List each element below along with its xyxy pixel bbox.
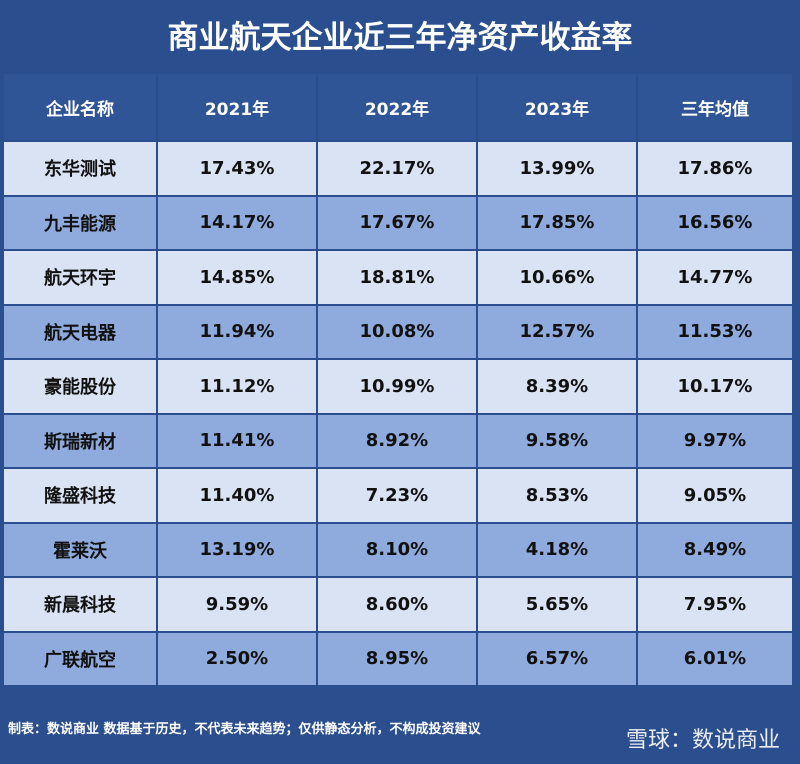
company-name: 航天环宇 bbox=[4, 251, 156, 304]
table-cell: 11.41% bbox=[158, 414, 316, 467]
table-cell: 8.60% bbox=[318, 578, 476, 631]
table-cell: 9.58% bbox=[478, 414, 636, 467]
table-cell: 22.17% bbox=[318, 142, 476, 195]
table-cell: 5.65% bbox=[478, 578, 636, 631]
company-name: 新晨科技 bbox=[4, 578, 156, 631]
table-cell: 16.56% bbox=[638, 196, 792, 249]
table-cell: 10.17% bbox=[638, 360, 792, 413]
table-cell: 14.77% bbox=[638, 251, 792, 304]
table: 企业名称 2021年 2022年 2023年 三年均值 东华测试 17.43% 22.17% 1… bbox=[4, 74, 796, 685]
table-cell: 8.95% bbox=[318, 632, 476, 685]
table-cell: 11.12% bbox=[158, 360, 316, 413]
table-cell: 9.05% bbox=[638, 469, 792, 522]
company-name: 霍莱沃 bbox=[4, 523, 156, 576]
table-cell: 4.18% bbox=[478, 523, 636, 576]
table-cell: 8.49% bbox=[638, 523, 792, 576]
table-cell: 7.95% bbox=[638, 578, 792, 631]
table-cell: 11.53% bbox=[638, 305, 792, 358]
table-cell: 17.67% bbox=[318, 196, 476, 249]
table-cell: 9.97% bbox=[638, 414, 792, 467]
company-name: 豪能股份 bbox=[4, 360, 156, 413]
table-cell: 8.10% bbox=[318, 523, 476, 576]
watermark: 雪球：数说商业 bbox=[625, 728, 780, 753]
table-cell: 10.99% bbox=[318, 360, 476, 413]
company-name: 斯瑞新材 bbox=[4, 414, 156, 467]
table-cell: 8.39% bbox=[478, 360, 636, 413]
table-cell: 10.08% bbox=[318, 305, 476, 358]
column-header: 2023年 bbox=[478, 74, 636, 140]
table-cell: 9.59% bbox=[158, 578, 316, 631]
title: 商业航天企业近三年净资产收益率 bbox=[167, 20, 633, 56]
table-cell: 17.43% bbox=[158, 142, 316, 195]
table-cell: 10.66% bbox=[478, 251, 636, 304]
column-header: 企业名称 bbox=[4, 74, 156, 140]
table-cell: 17.85% bbox=[478, 196, 636, 249]
company-name: 隆盛科技 bbox=[4, 469, 156, 522]
table-cell: 12.57% bbox=[478, 305, 636, 358]
table-cell: 8.92% bbox=[318, 414, 476, 467]
table-cell: 6.57% bbox=[478, 632, 636, 685]
table-cell: 6.01% bbox=[638, 632, 792, 685]
table-cell: 18.81% bbox=[318, 251, 476, 304]
footer-note: 制表：数说商业 数据基于历史，不代表未来趋势；仅供静态分析，不构成投资建议 bbox=[8, 722, 481, 737]
company-name: 广联航空 bbox=[4, 632, 156, 685]
table-cell: 14.85% bbox=[158, 251, 316, 304]
table-cell: 17.86% bbox=[638, 142, 792, 195]
company-name: 九丰能源 bbox=[4, 196, 156, 249]
company-name: 东华测试 bbox=[4, 142, 156, 195]
table-cell: 8.53% bbox=[478, 469, 636, 522]
table-cell: 2.50% bbox=[158, 632, 316, 685]
table-cell: 11.40% bbox=[158, 469, 316, 522]
table-cell: 13.99% bbox=[478, 142, 636, 195]
company-name: 航天电器 bbox=[4, 305, 156, 358]
table-cell: 14.17% bbox=[158, 196, 316, 249]
table-cell: 11.94% bbox=[158, 305, 316, 358]
table-cell: 13.19% bbox=[158, 523, 316, 576]
table-cell: 7.23% bbox=[318, 469, 476, 522]
column-header: 三年均值 bbox=[638, 74, 792, 140]
column-header: 2022年 bbox=[318, 74, 476, 140]
column-header: 2021年 bbox=[158, 74, 316, 140]
